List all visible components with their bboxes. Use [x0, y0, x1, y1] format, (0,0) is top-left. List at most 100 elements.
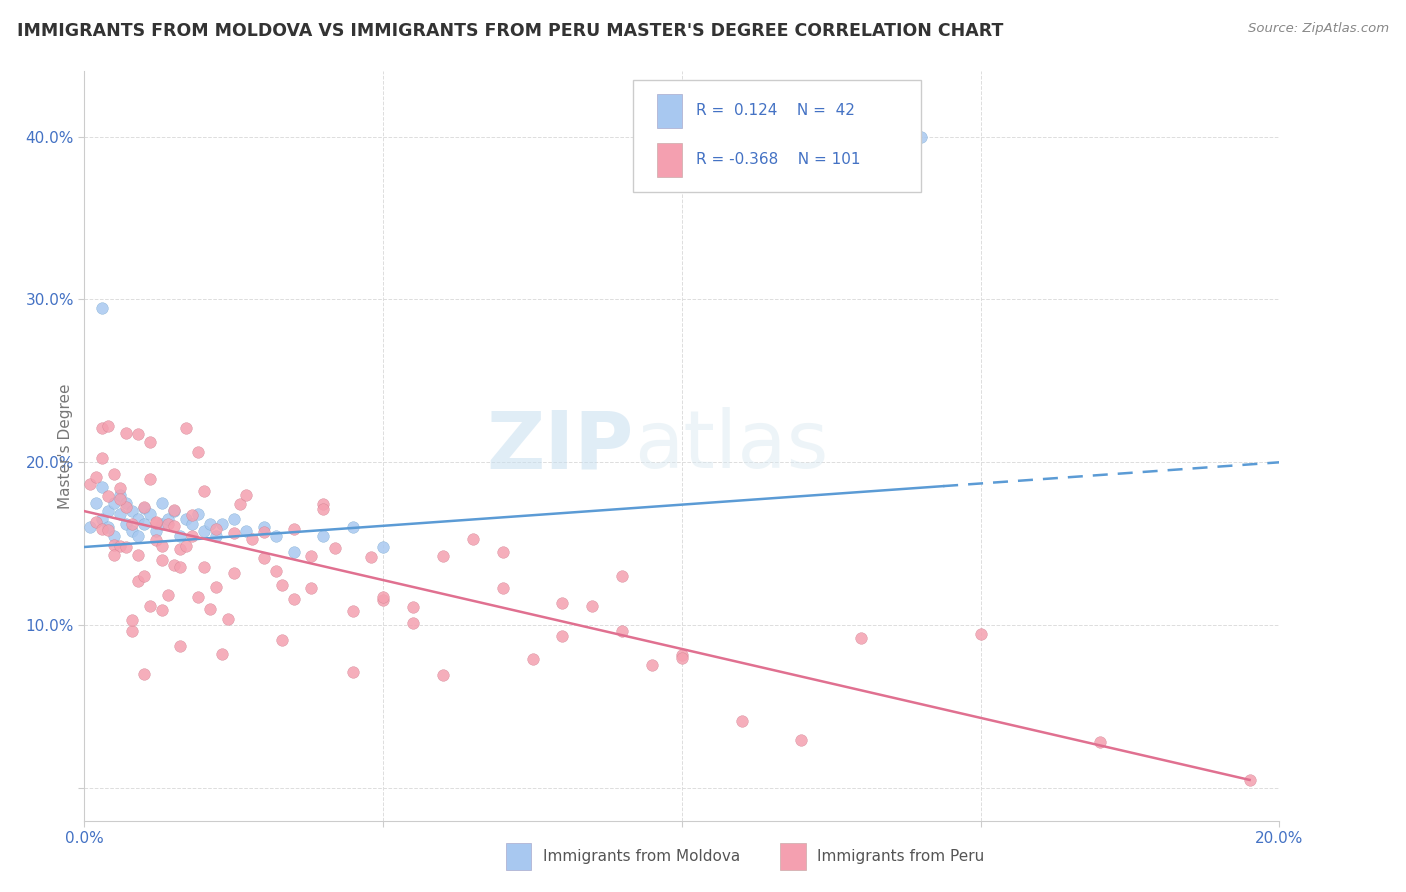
- Point: [145, 515, 167, 529]
- Point: [127, 512, 149, 526]
- Point: [91, 450, 114, 465]
- Point: [79, 477, 101, 491]
- Point: [461, 532, 484, 546]
- Point: [342, 604, 364, 618]
- Point: [492, 544, 515, 558]
- Point: [132, 500, 156, 515]
- Point: [169, 639, 191, 653]
- Point: [145, 516, 167, 531]
- Point: [127, 528, 149, 542]
- Point: [97, 419, 120, 434]
- Point: [270, 578, 292, 592]
- Point: [121, 624, 143, 638]
- Point: [187, 445, 209, 459]
- Point: [110, 481, 132, 495]
- Point: [157, 589, 180, 603]
- Point: [301, 581, 323, 595]
- Point: [790, 732, 813, 747]
- Point: [671, 651, 693, 665]
- Point: [115, 517, 138, 532]
- Point: [139, 599, 162, 614]
- Point: [193, 560, 215, 574]
- Point: [150, 552, 173, 566]
- Point: [132, 666, 156, 681]
- Point: [253, 550, 276, 565]
- Point: [110, 508, 132, 522]
- Point: [127, 427, 149, 442]
- Point: [163, 504, 186, 518]
- Point: [127, 574, 149, 588]
- Text: R = -0.368    N = 101: R = -0.368 N = 101: [696, 153, 860, 167]
- Point: [91, 522, 114, 536]
- Point: [211, 517, 233, 532]
- Point: [163, 519, 186, 533]
- Point: [373, 593, 395, 607]
- Text: Source: ZipAtlas.com: Source: ZipAtlas.com: [1249, 22, 1389, 36]
- Point: [205, 528, 228, 542]
- Text: Immigrants from Peru: Immigrants from Peru: [817, 849, 984, 863]
- Point: [91, 480, 114, 494]
- Point: [169, 542, 191, 557]
- Point: [253, 520, 276, 534]
- Point: [121, 504, 143, 518]
- Point: [150, 496, 173, 510]
- Point: [145, 533, 167, 547]
- Point: [163, 502, 186, 516]
- Point: [312, 528, 335, 542]
- Point: [121, 524, 143, 538]
- Point: [110, 488, 132, 502]
- Point: [86, 470, 108, 484]
- Text: Immigrants from Moldova: Immigrants from Moldova: [543, 849, 740, 863]
- Point: [169, 559, 191, 574]
- Point: [581, 599, 603, 613]
- Point: [492, 581, 515, 595]
- Point: [121, 516, 143, 531]
- Point: [169, 528, 191, 542]
- Point: [671, 648, 693, 663]
- Point: [551, 596, 574, 610]
- Point: [970, 627, 993, 641]
- Point: [132, 500, 156, 514]
- Point: [325, 541, 347, 555]
- Point: [157, 516, 180, 531]
- Point: [145, 524, 167, 538]
- Point: [312, 497, 335, 511]
- Point: [193, 483, 215, 498]
- Point: [115, 425, 138, 440]
- Point: [97, 489, 120, 503]
- Point: [86, 515, 108, 529]
- Text: R =  0.124    N =  42: R = 0.124 N = 42: [696, 103, 855, 118]
- Point: [181, 508, 204, 522]
- Point: [150, 603, 173, 617]
- Point: [301, 549, 323, 564]
- Point: [283, 591, 305, 606]
- Point: [139, 435, 162, 450]
- Point: [103, 467, 125, 481]
- Point: [1239, 772, 1261, 787]
- Point: [198, 602, 221, 616]
- Point: [139, 472, 162, 486]
- Point: [240, 532, 263, 546]
- Point: [312, 502, 335, 516]
- Point: [1090, 735, 1112, 749]
- Point: [205, 522, 228, 536]
- Text: IMMIGRANTS FROM MOLDOVA VS IMMIGRANTS FROM PERU MASTER'S DEGREE CORRELATION CHAR: IMMIGRANTS FROM MOLDOVA VS IMMIGRANTS FR…: [17, 22, 1004, 40]
- Point: [103, 538, 125, 552]
- Point: [373, 540, 395, 554]
- Point: [79, 520, 101, 534]
- Point: [851, 632, 873, 646]
- Point: [612, 624, 634, 638]
- Point: [193, 524, 215, 538]
- Point: [432, 549, 454, 564]
- Point: [522, 652, 544, 666]
- Point: [731, 714, 754, 728]
- Point: [228, 497, 252, 511]
- Point: [91, 512, 114, 526]
- Point: [264, 528, 287, 542]
- Point: [217, 612, 239, 626]
- Point: [174, 421, 197, 435]
- Point: [205, 580, 228, 594]
- Point: [198, 517, 221, 532]
- Point: [264, 564, 287, 578]
- Point: [187, 590, 209, 604]
